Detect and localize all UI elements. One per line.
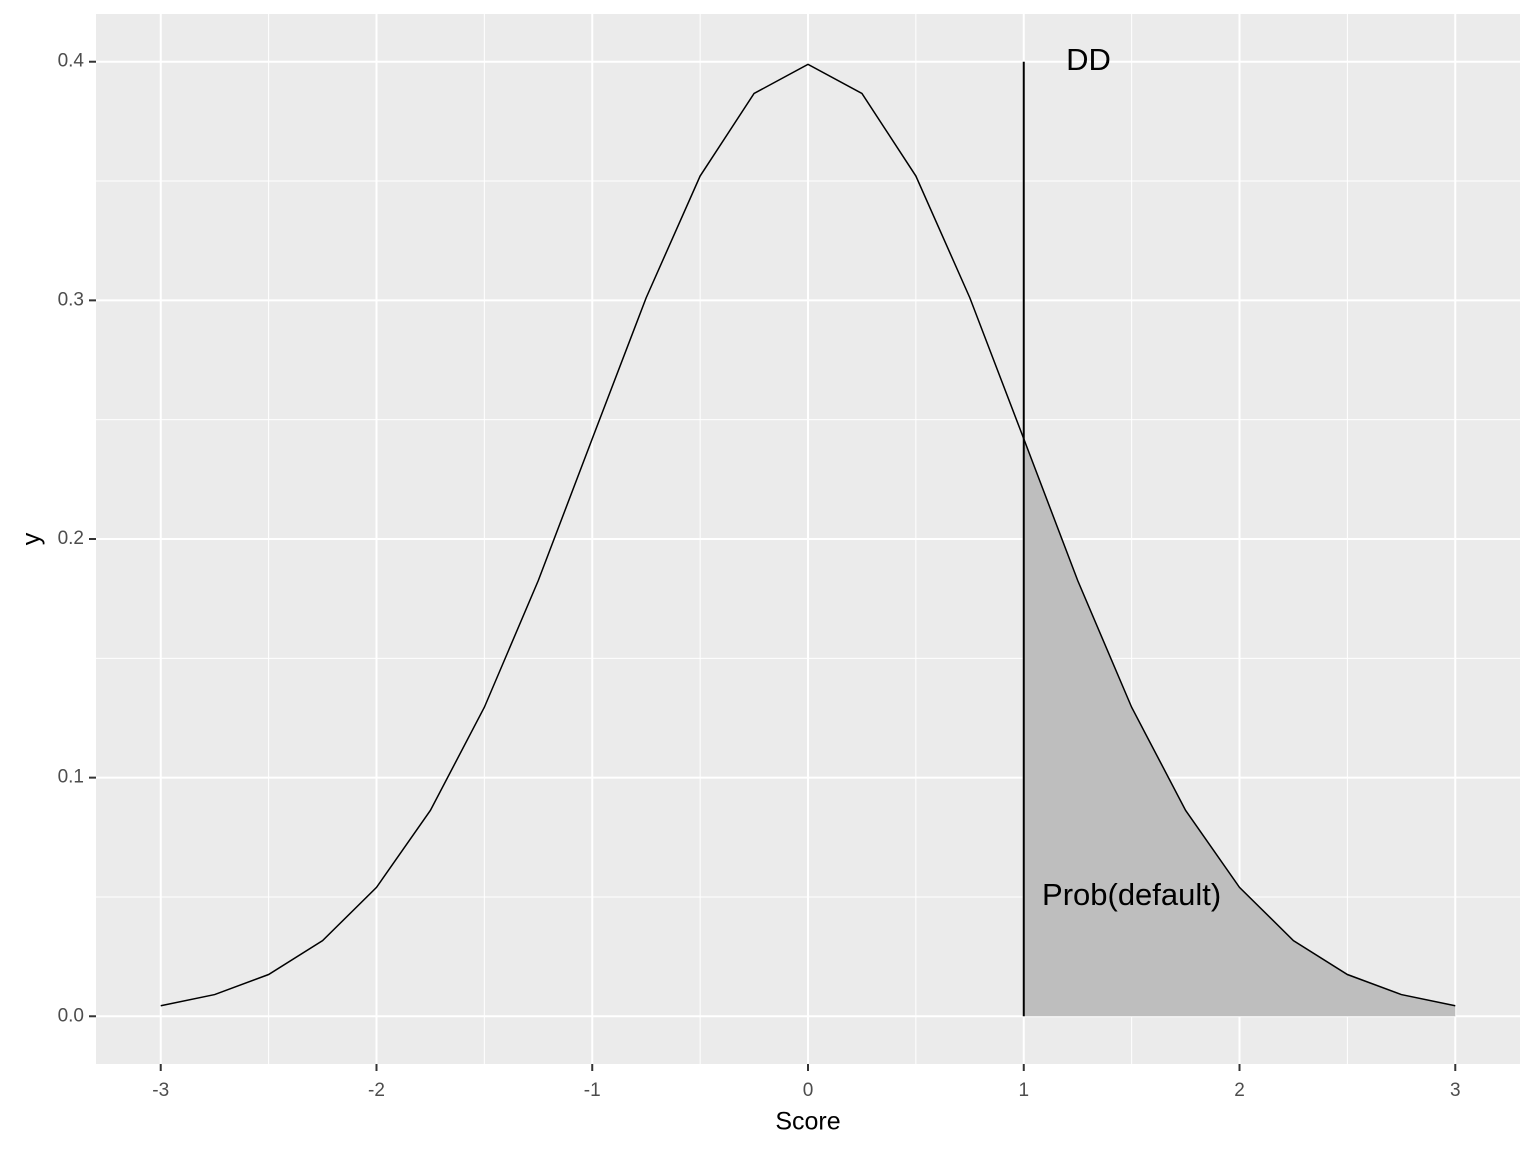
y-tick-label: 0.0 xyxy=(58,1005,84,1026)
x-tick-label: -3 xyxy=(152,1080,169,1101)
x-tick-label: -1 xyxy=(584,1080,601,1101)
x-tick-label: -2 xyxy=(368,1080,385,1101)
density-line xyxy=(160,63,1456,1007)
y-tick-label: 0.3 xyxy=(58,289,84,310)
shaded-area xyxy=(1023,438,1456,1017)
y-tick-label: 0.4 xyxy=(58,51,85,72)
x-axis-title: Score xyxy=(775,1108,840,1136)
annotation: Prob(default) xyxy=(1042,877,1221,912)
y-axis-title: y xyxy=(18,532,46,545)
x-tick-label: 0 xyxy=(803,1080,814,1101)
annotation: DD xyxy=(1066,42,1111,77)
x-tick-label: 3 xyxy=(1450,1080,1461,1101)
y-tick-label: 0.1 xyxy=(58,767,84,788)
x-tick-label: 2 xyxy=(1234,1080,1245,1101)
x-tick-label: 1 xyxy=(1018,1080,1029,1101)
y-tick-label: 0.2 xyxy=(58,528,84,549)
